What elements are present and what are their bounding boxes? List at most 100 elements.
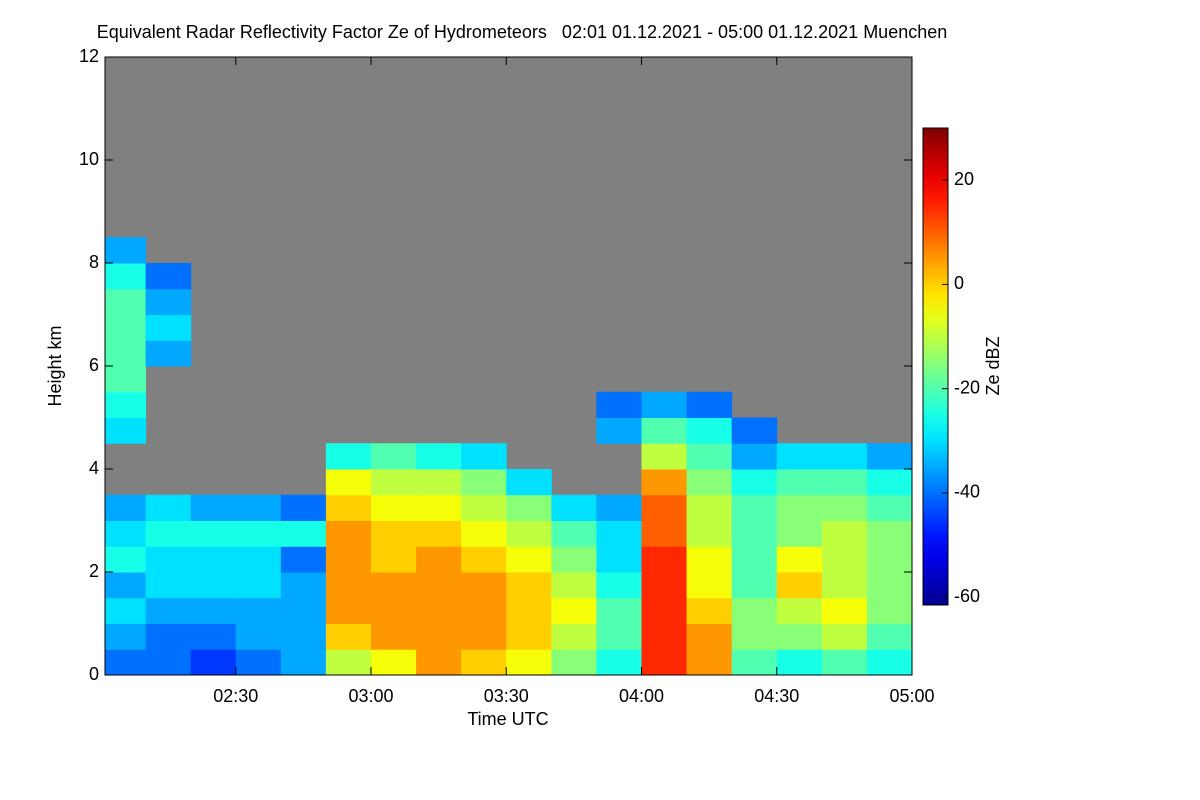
heatmap-cell bbox=[190, 572, 237, 599]
heatmap-cell bbox=[416, 443, 462, 470]
heatmap-cell bbox=[731, 623, 778, 650]
heatmap-cell bbox=[596, 649, 642, 676]
colorbar-tick-label: -40 bbox=[954, 482, 980, 502]
heatmap-cell bbox=[506, 520, 552, 547]
heatmap-cell bbox=[596, 597, 642, 624]
heatmap-cell bbox=[416, 572, 462, 599]
heatmap-cell bbox=[731, 520, 778, 547]
heatmap-cell bbox=[776, 469, 823, 496]
x-tick-label: 03:30 bbox=[484, 686, 529, 706]
heatmap-cell bbox=[776, 649, 823, 676]
heatmap-cell bbox=[731, 572, 778, 599]
heatmap-cell bbox=[105, 623, 147, 650]
x-tick-label: 05:00 bbox=[889, 686, 934, 706]
heatmap-cell bbox=[686, 649, 733, 676]
heatmap-cell bbox=[145, 263, 192, 290]
heatmap-cell bbox=[641, 623, 688, 650]
heatmap-cell bbox=[416, 597, 462, 624]
x-tick-label: 04:30 bbox=[754, 686, 799, 706]
heatmap-cell bbox=[105, 391, 147, 418]
heatmap-cell bbox=[145, 288, 192, 315]
heatmap-cell bbox=[641, 597, 688, 624]
heatmap-cell bbox=[461, 572, 507, 599]
heatmap-cell bbox=[190, 494, 237, 521]
colorbar-tick-label: -20 bbox=[954, 377, 980, 397]
heatmap-cell bbox=[686, 417, 733, 444]
heatmap-cell bbox=[325, 597, 372, 624]
heatmap-cell bbox=[461, 649, 507, 676]
heatmap-cell bbox=[506, 597, 552, 624]
heatmap-cell bbox=[105, 546, 147, 573]
heatmap-cell bbox=[370, 546, 417, 573]
heatmap-cell bbox=[731, 494, 778, 521]
heatmap-cell bbox=[866, 623, 913, 650]
heatmap-cell bbox=[821, 649, 868, 676]
heatmap-cell bbox=[506, 649, 552, 676]
heatmap-cell bbox=[731, 469, 778, 496]
heatmap-cell bbox=[105, 314, 147, 341]
heatmap-cell bbox=[551, 520, 597, 547]
heatmap-cell bbox=[105, 366, 147, 393]
heatmap-cell bbox=[461, 597, 507, 624]
heatmap-cell bbox=[461, 443, 507, 470]
heatmap-cell bbox=[866, 546, 913, 573]
heatmap-cell bbox=[506, 572, 552, 599]
heatmap-cell bbox=[686, 597, 733, 624]
heatmap-cell bbox=[731, 597, 778, 624]
heatmap-cell bbox=[370, 520, 417, 547]
chart-title: Equivalent Radar Reflectivity Factor Ze … bbox=[97, 22, 948, 42]
heatmap-cell bbox=[325, 572, 372, 599]
x-tick-label: 03:00 bbox=[348, 686, 393, 706]
heatmap-cell bbox=[105, 417, 147, 444]
heatmap-cell bbox=[686, 443, 733, 470]
heatmap-cell bbox=[686, 520, 733, 547]
y-tick-label: 6 bbox=[89, 355, 99, 375]
heatmap-cell bbox=[866, 494, 913, 521]
heatmap-cell bbox=[145, 494, 192, 521]
heatmap-cell bbox=[416, 520, 462, 547]
heatmap-cell bbox=[461, 623, 507, 650]
heatmap-cell bbox=[866, 572, 913, 599]
heatmap-cell bbox=[506, 469, 552, 496]
colorbar-tick-label: 20 bbox=[954, 169, 974, 189]
heatmap-cell bbox=[866, 469, 913, 496]
heatmap-cell bbox=[866, 649, 913, 676]
heatmap-cell bbox=[821, 572, 868, 599]
y-tick-label: 8 bbox=[89, 252, 99, 272]
heatmap-cell bbox=[145, 546, 192, 573]
heatmap-cell bbox=[235, 649, 282, 676]
heatmap-cell bbox=[506, 546, 552, 573]
heatmap-cell bbox=[370, 597, 417, 624]
heatmap-cell bbox=[370, 443, 417, 470]
heatmap-cell bbox=[866, 520, 913, 547]
heatmap-cell bbox=[235, 623, 282, 650]
heatmap-cell bbox=[776, 443, 823, 470]
heatmap-cell bbox=[325, 546, 372, 573]
y-axis-label: Height km bbox=[45, 325, 65, 406]
heatmap-cell bbox=[596, 391, 642, 418]
heatmap-cell bbox=[416, 623, 462, 650]
heatmap-cell bbox=[235, 572, 282, 599]
heatmap-cell bbox=[105, 649, 147, 676]
heatmap-cell bbox=[105, 237, 147, 264]
heatmap-cell bbox=[551, 494, 597, 521]
heatmap-cell bbox=[596, 417, 642, 444]
heatmap-cell bbox=[280, 494, 327, 521]
heatmap-cell bbox=[686, 546, 733, 573]
heatmap-cell bbox=[105, 263, 147, 290]
heatmap-cell bbox=[105, 288, 147, 315]
y-tick-label: 4 bbox=[89, 458, 99, 478]
heatmap-cell bbox=[145, 572, 192, 599]
heatmap-cell bbox=[190, 546, 237, 573]
heatmap-cell bbox=[821, 443, 868, 470]
heatmap-cell bbox=[235, 494, 282, 521]
heatmap-cell bbox=[370, 623, 417, 650]
x-tick-label: 04:00 bbox=[619, 686, 664, 706]
heatmap-cell bbox=[190, 649, 237, 676]
heatmap-cell bbox=[641, 417, 688, 444]
y-tick-label: 2 bbox=[89, 561, 99, 581]
heatmap-cell bbox=[416, 649, 462, 676]
heatmap-cell bbox=[641, 494, 688, 521]
heatmap-cell bbox=[596, 623, 642, 650]
heatmap-cell bbox=[551, 546, 597, 573]
